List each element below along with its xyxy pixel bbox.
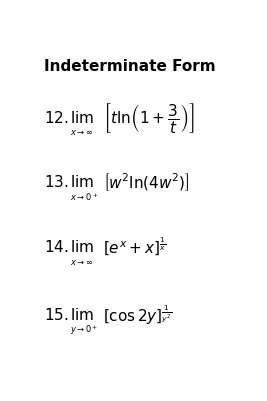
Text: $\left[t\ln\!\left(1+\dfrac{3}{t}\right)\right]$: $\left[t\ln\!\left(1+\dfrac{3}{t}\right)… (103, 101, 194, 135)
Text: $\lim$: $\lim$ (70, 109, 94, 126)
Text: $\lim$: $\lim$ (70, 174, 94, 190)
Text: $15.$: $15.$ (44, 307, 68, 323)
Text: $x\rightarrow\infty$: $x\rightarrow\infty$ (70, 128, 94, 137)
Text: $\left[\cos 2y\right]^{\frac{1}{y^2}}$: $\left[\cos 2y\right]^{\frac{1}{y^2}}$ (103, 303, 172, 327)
Text: $14.$: $14.$ (44, 239, 68, 255)
Text: Indeterminate Form: Indeterminate Form (44, 59, 215, 74)
Text: $\left[w^2\ln\!\left(4w^2\right)\right]$: $\left[w^2\ln\!\left(4w^2\right)\right]$ (103, 172, 189, 193)
Text: $12.$: $12.$ (44, 109, 68, 126)
Text: $\lim$: $\lim$ (70, 239, 94, 255)
Text: $\lim$: $\lim$ (70, 307, 94, 323)
Text: $x\rightarrow\infty$: $x\rightarrow\infty$ (70, 257, 94, 267)
Text: $x\rightarrow 0^+$: $x\rightarrow 0^+$ (70, 191, 99, 203)
Text: $\left[e^x+x\right]^{\frac{1}{x}}$: $\left[e^x+x\right]^{\frac{1}{x}}$ (103, 236, 166, 259)
Text: $y\rightarrow 0^+$: $y\rightarrow 0^+$ (70, 323, 99, 337)
Text: $13.$: $13.$ (44, 174, 68, 190)
